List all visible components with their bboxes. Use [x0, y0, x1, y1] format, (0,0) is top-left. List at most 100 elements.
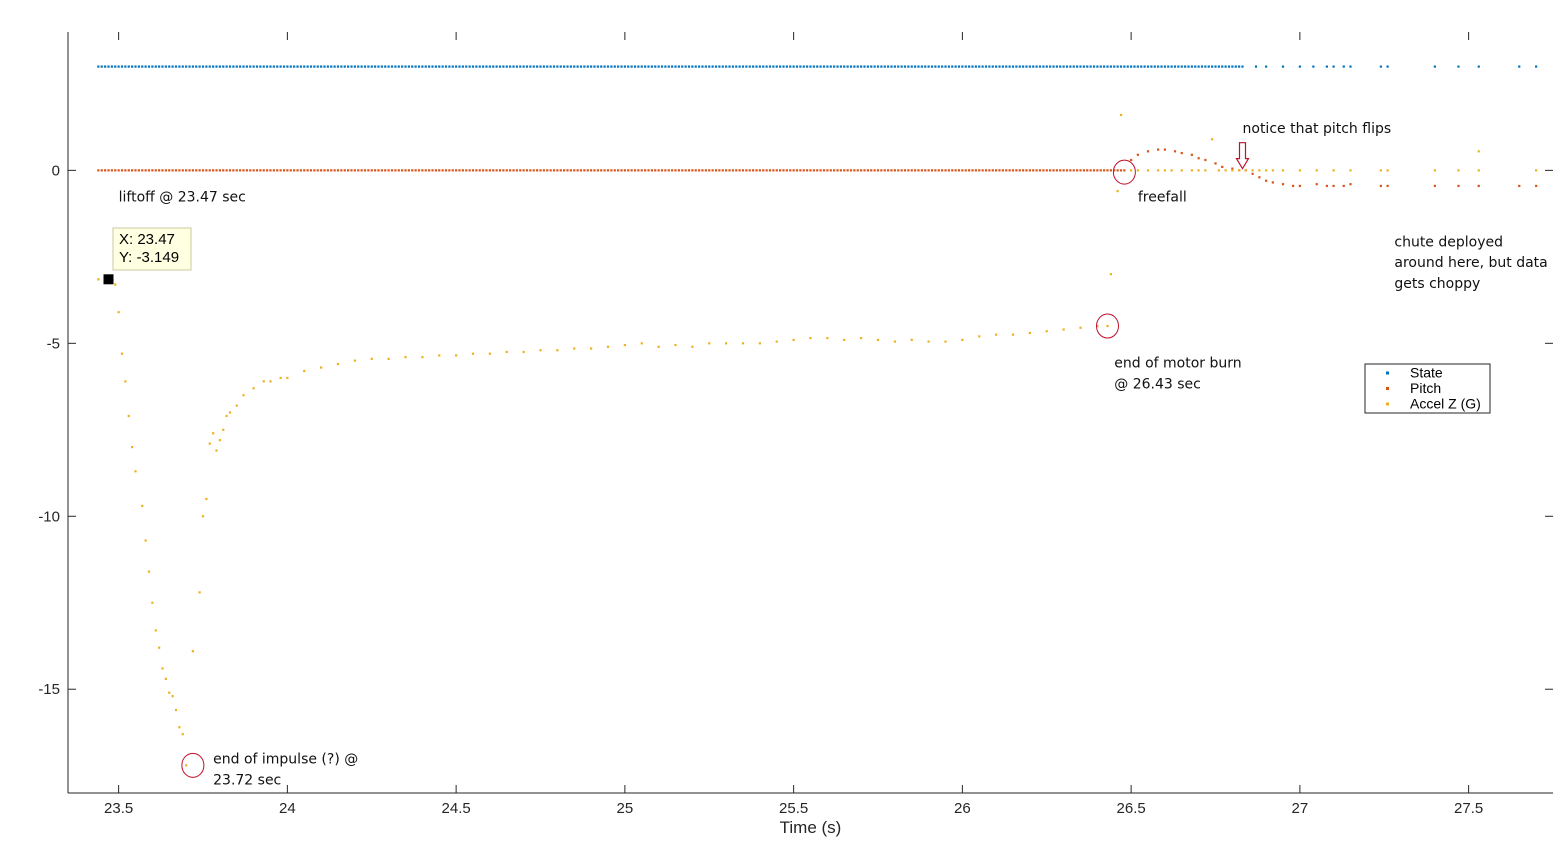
- data-point: [120, 65, 124, 68]
- data-point: [482, 65, 485, 68]
- data-point: [698, 169, 701, 172]
- data-point: [441, 65, 444, 68]
- data-point: [671, 65, 674, 68]
- data-point: [168, 65, 171, 68]
- data-point: [377, 65, 380, 68]
- data-point: [947, 169, 950, 172]
- data-point: [363, 169, 367, 172]
- data-point: [856, 169, 859, 172]
- data-point: [1349, 183, 1352, 186]
- data-point: [191, 65, 194, 68]
- data-point: [984, 169, 988, 172]
- data-point: [691, 345, 694, 348]
- data-point: [927, 65, 930, 68]
- data-point: [438, 169, 441, 172]
- data-point: [1028, 331, 1031, 335]
- data-point: [1049, 169, 1052, 172]
- annotation-text: around here, but data: [1394, 255, 1547, 271]
- data-point: [657, 345, 660, 348]
- datatip-marker[interactable]: [103, 274, 114, 285]
- annotation-circle: [181, 752, 205, 778]
- data-point: [201, 515, 205, 518]
- data-point: [968, 65, 971, 68]
- data-point: [340, 169, 343, 172]
- data-point: [711, 169, 714, 172]
- data-point: [1022, 65, 1025, 68]
- data-point: [185, 764, 188, 767]
- data-point: [1251, 169, 1254, 172]
- data-point: [208, 442, 211, 445]
- data-point: [114, 169, 117, 172]
- data-point: [1187, 65, 1190, 68]
- data-point: [1167, 65, 1170, 68]
- annotation-text: 23.72 sec: [213, 772, 281, 788]
- datatip[interactable]: X: 23.47 Y: -3.149: [103, 227, 192, 285]
- data-point: [282, 65, 286, 68]
- data-point: [181, 65, 184, 68]
- data-point: [785, 169, 788, 172]
- data-point: [286, 376, 289, 380]
- data-point: [1008, 169, 1011, 172]
- data-point: [1018, 65, 1021, 68]
- data-point: [586, 169, 589, 172]
- data-point: [1258, 169, 1261, 172]
- data-point: [1298, 184, 1301, 188]
- data-point: [1433, 184, 1436, 188]
- data-point: [303, 369, 306, 373]
- data-point: [188, 65, 191, 68]
- data-point: [451, 169, 454, 172]
- data-point: [137, 169, 140, 172]
- data-point: [1022, 169, 1025, 172]
- data-point: [171, 65, 174, 68]
- data-point: [333, 169, 336, 172]
- data-point: [795, 65, 799, 68]
- data-point: [799, 169, 802, 172]
- data-point: [610, 169, 613, 172]
- data-point: [954, 169, 957, 172]
- annotation-text: chute deployed: [1394, 234, 1503, 250]
- data-point: [1386, 169, 1389, 172]
- data-point: [471, 65, 475, 68]
- data-point: [556, 169, 559, 172]
- data-point: [792, 338, 795, 341]
- data-point: [809, 169, 812, 172]
- data-point: [417, 169, 421, 172]
- data-point: [1197, 65, 1200, 68]
- data-point: [428, 65, 431, 68]
- data-point: [212, 169, 215, 172]
- data-point: [1042, 169, 1045, 172]
- data-point: [147, 65, 151, 68]
- legend-label: State: [1410, 365, 1443, 381]
- data-point: [448, 65, 451, 68]
- data-point: [458, 169, 461, 172]
- legend-marker: [1386, 371, 1389, 375]
- data-point: [1238, 65, 1241, 68]
- data-point: [910, 169, 913, 172]
- data-point: [549, 169, 552, 172]
- data-point: [262, 380, 265, 383]
- data-point: [498, 169, 502, 172]
- data-point: [117, 169, 120, 172]
- data-point: [930, 65, 934, 68]
- data-point: [468, 169, 471, 172]
- data-point: [313, 65, 316, 68]
- data-point: [606, 345, 610, 348]
- data-point: [725, 342, 728, 345]
- data-point: [262, 65, 265, 68]
- data-point: [725, 65, 728, 68]
- data-point: [512, 65, 515, 68]
- data-point: [890, 169, 893, 172]
- axes-box: [68, 32, 1553, 793]
- data-point: [674, 169, 677, 172]
- data-point: [168, 169, 171, 172]
- data-point: [843, 169, 846, 172]
- data-point: [1069, 65, 1072, 68]
- data-point: [1221, 65, 1224, 68]
- data-point: [478, 169, 481, 172]
- data-point: [1349, 65, 1352, 68]
- data-point: [721, 65, 724, 68]
- data-point: [242, 65, 245, 68]
- data-point: [1136, 153, 1139, 156]
